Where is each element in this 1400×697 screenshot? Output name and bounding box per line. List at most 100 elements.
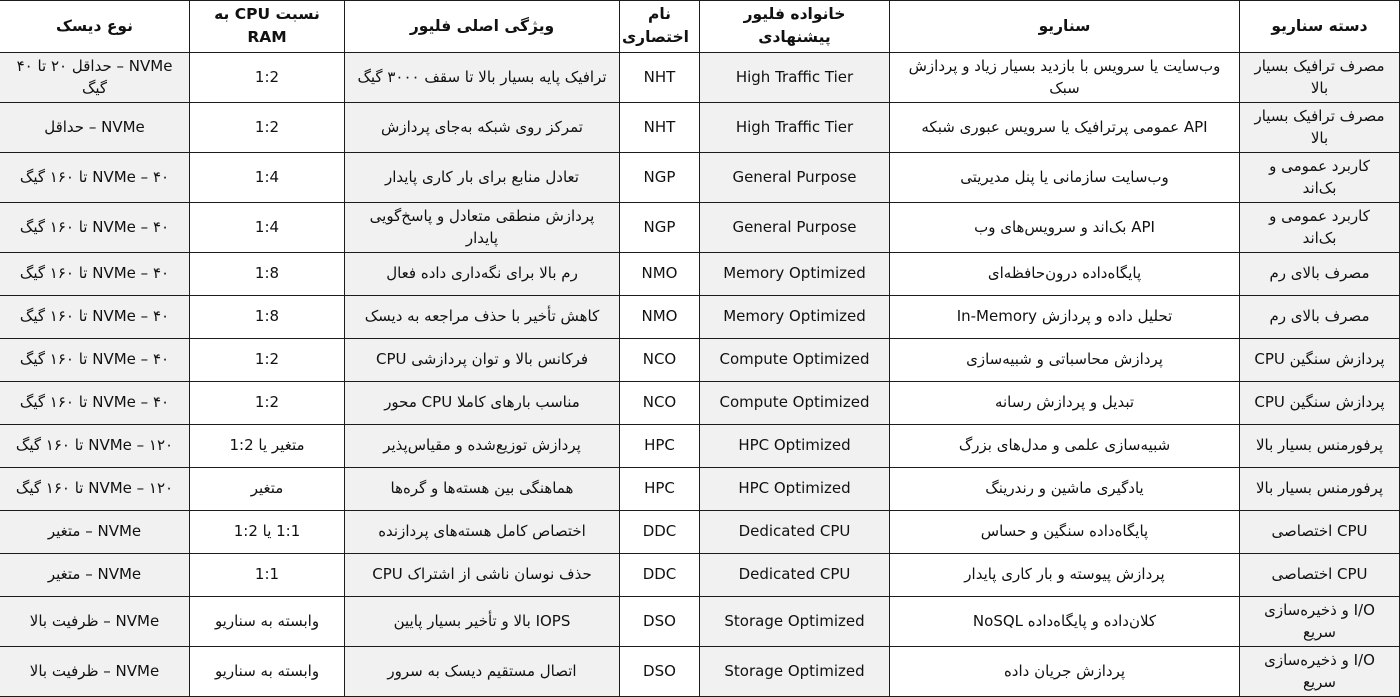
cell-disk: NVMe – ۱۲۰ تا ۱۶۰ گیگ	[0, 423, 190, 468]
cell-abbr: NMO	[619, 251, 700, 296]
cell-disk: NVMe – ۴۰ تا ۱۶۰ گیگ	[0, 337, 190, 382]
cell-category: کاربرد عمومی و بک‌اند	[1239, 151, 1400, 203]
cell-scenario: تبدیل و پردازش رسانه	[889, 380, 1240, 425]
cell-disk: NVMe – ۴۰ تا ۱۶۰ گیگ	[0, 251, 190, 296]
cell-family: Compute Optimized	[699, 337, 890, 382]
cell-abbr: HPC	[619, 466, 700, 511]
cell-category: پردازش سنگین CPU	[1239, 337, 1400, 382]
cell-scenario: وب‌سایت سازمانی یا پنل مدیریتی	[889, 151, 1240, 203]
cell-disk: NVMe – ۴۰ تا ۱۶۰ گیگ	[0, 294, 190, 339]
cell-ratio: 1:2	[189, 51, 345, 103]
table-row: CPU اختصاصی پردازش پیوسته و بار کاری پاید…	[0, 552, 1400, 597]
cell-category: مصرف بالای رم	[1239, 251, 1400, 296]
cell-ratio: 1:2	[189, 337, 345, 382]
cell-abbr: DDC	[619, 509, 700, 554]
cell-scenario: کلان‌داده و پایگاه‌داده NoSQL	[889, 595, 1240, 647]
cell-family: HPC Optimized	[699, 423, 890, 468]
cell-abbr: DSO	[619, 595, 700, 647]
header-flavor-family: خانواده فلیور پیشنهادی	[699, 0, 890, 53]
cell-disk: NVMe – ۴۰ تا ۱۶۰ گیگ	[0, 380, 190, 425]
cell-category: مصرف بالای رم	[1239, 294, 1400, 339]
cell-family: Compute Optimized	[699, 380, 890, 425]
cell-abbr: NGP	[619, 201, 700, 253]
cell-ratio: متغیر یا 1:2	[189, 423, 345, 468]
cell-scenario: API بک‌اند و سرویس‌های وب	[889, 201, 1240, 253]
cell-feature: رم بالا برای نگه‌داری داده فعال	[344, 251, 620, 296]
cell-abbr: NHT	[619, 51, 700, 103]
table-row: مصرف بالای رم پایگاه‌داده درون‌حافظه‌ای Me…	[0, 251, 1400, 296]
cell-ratio: 1:2	[189, 380, 345, 425]
cell-scenario: وب‌سایت یا سرویس با بازدید بسیار زیاد و …	[889, 51, 1240, 103]
cell-ratio: وابسته به سناریو	[189, 645, 345, 697]
table-row: پرفورمنس بسیار بالا شبیه‌سازی علمی و مدل‌…	[0, 423, 1400, 468]
cell-ratio: متغیر	[189, 466, 345, 511]
table-row: پرفورمنس بسیار بالا یادگیری ماشین و رندری…	[0, 466, 1400, 511]
cell-category: پرفورمنس بسیار بالا	[1239, 423, 1400, 468]
cell-disk: NVMe – ۴۰ تا ۱۶۰ گیگ	[0, 151, 190, 203]
cell-feature: تمرکز روی شبکه به‌جای پردازش	[344, 101, 620, 153]
cell-scenario: شبیه‌سازی علمی و مدل‌های بزرگ	[889, 423, 1240, 468]
cell-abbr: DDC	[619, 552, 700, 597]
cell-disk: NVMe – متغیر	[0, 552, 190, 597]
cell-feature: اتصال مستقیم دیسک به سرور	[344, 645, 620, 697]
table-row: پردازش سنگین CPU تبدیل و پردازش رسانه Comp…	[0, 380, 1400, 425]
table-row: پردازش سنگین CPU پردازش محاسباتی و شبیه‌س…	[0, 337, 1400, 382]
cell-abbr: NHT	[619, 101, 700, 153]
cell-ratio: 1:1 یا 1:2	[189, 509, 345, 554]
header-disk-type: نوع دیسک	[0, 0, 190, 53]
cell-category: پرفورمنس بسیار بالا	[1239, 466, 1400, 511]
cell-feature: IOPS بالا و تأخیر بسیار پایین	[344, 595, 620, 647]
cell-ratio: 1:8	[189, 294, 345, 339]
header-cpu-ram-ratio: نسبت CPU به RAM	[189, 0, 345, 53]
cell-family: Memory Optimized	[699, 251, 890, 296]
cell-abbr: NGP	[619, 151, 700, 203]
cell-category: CPU اختصاصی	[1239, 552, 1400, 597]
cell-disk: NVMe – حداقل ۲۰ تا ۴۰ گیگ	[0, 51, 190, 103]
cell-scenario: تحلیل داده و پردازش In-Memory	[889, 294, 1240, 339]
cell-scenario: یادگیری ماشین و رندرینگ	[889, 466, 1240, 511]
cell-scenario: پردازش محاسباتی و شبیه‌سازی	[889, 337, 1240, 382]
cell-family: General Purpose	[699, 151, 890, 203]
table-row: I/O و ذخیره‌سازی سریع کلان‌داده و پایگاه‌…	[0, 595, 1400, 647]
cell-scenario: پردازش جریان داده	[889, 645, 1240, 697]
cell-disk: NVMe – ۱۲۰ تا ۱۶۰ گیگ	[0, 466, 190, 511]
cell-feature: اختصاص کامل هسته‌های پردازنده	[344, 509, 620, 554]
cell-abbr: NCO	[619, 380, 700, 425]
cell-scenario: پایگاه‌داده درون‌حافظه‌ای	[889, 251, 1240, 296]
cell-family: Dedicated CPU	[699, 552, 890, 597]
cell-ratio: 1:4	[189, 201, 345, 253]
cell-ratio: 1:8	[189, 251, 345, 296]
header-row: دسته سناریو سناریو خانواده فلیور پیشنهاد…	[0, 0, 1400, 53]
cell-family: Memory Optimized	[699, 294, 890, 339]
cell-disk: NVMe – حداقل	[0, 101, 190, 153]
cell-family: HPC Optimized	[699, 466, 890, 511]
cell-scenario: API عمومی پرترافیک یا سرویس عبوری شبکه	[889, 101, 1240, 153]
cell-scenario: پردازش پیوسته و بار کاری پایدار	[889, 552, 1240, 597]
cell-feature: مناسب بارهای کاملا CPU محور	[344, 380, 620, 425]
table-row: مصرف ترافیک بسیار بالا وب‌سایت یا سرویس ب…	[0, 51, 1400, 103]
header-scenario-category: دسته سناریو	[1239, 0, 1400, 53]
table-row: کاربرد عمومی و بک‌اند API بک‌اند و سرویس‌…	[0, 201, 1400, 253]
cell-feature: تعادل منابع برای بار کاری پایدار	[344, 151, 620, 203]
cell-abbr: NMO	[619, 294, 700, 339]
cell-ratio: 1:4	[189, 151, 345, 203]
table-row: CPU اختصاصی پایگاه‌داده سنگین و حساس Dedic…	[0, 509, 1400, 554]
cell-category: پردازش سنگین CPU	[1239, 380, 1400, 425]
table-row: I/O و ذخیره‌سازی سریع پردازش جریان داده St…	[0, 645, 1400, 697]
cell-family: High Traffic Tier	[699, 101, 890, 153]
header-main-feature: ویژگی اصلی فلیور	[344, 0, 620, 53]
cell-scenario: پایگاه‌داده سنگین و حساس	[889, 509, 1240, 554]
header-scenario: سناریو	[889, 0, 1240, 53]
cell-feature: ترافیک پایه بسیار بالا تا سقف ۳۰۰۰ گیگ	[344, 51, 620, 103]
header-abbreviation: نام اختصاری	[619, 0, 700, 53]
cell-disk: NVMe – ظرفیت بالا	[0, 645, 190, 697]
cell-feature: پردازش توزیع‌شده و مقیاس‌پذیر	[344, 423, 620, 468]
table-header: دسته سناریو سناریو خانواده فلیور پیشنهاد…	[0, 0, 1400, 53]
cell-category: I/O و ذخیره‌سازی سریع	[1239, 645, 1400, 697]
cell-disk: NVMe – متغیر	[0, 509, 190, 554]
cell-abbr: DSO	[619, 645, 700, 697]
cell-category: کاربرد عمومی و بک‌اند	[1239, 201, 1400, 253]
cell-category: مصرف ترافیک بسیار بالا	[1239, 101, 1400, 153]
cell-ratio: وابسته به سناریو	[189, 595, 345, 647]
cell-disk: NVMe – ۴۰ تا ۱۶۰ گیگ	[0, 201, 190, 253]
